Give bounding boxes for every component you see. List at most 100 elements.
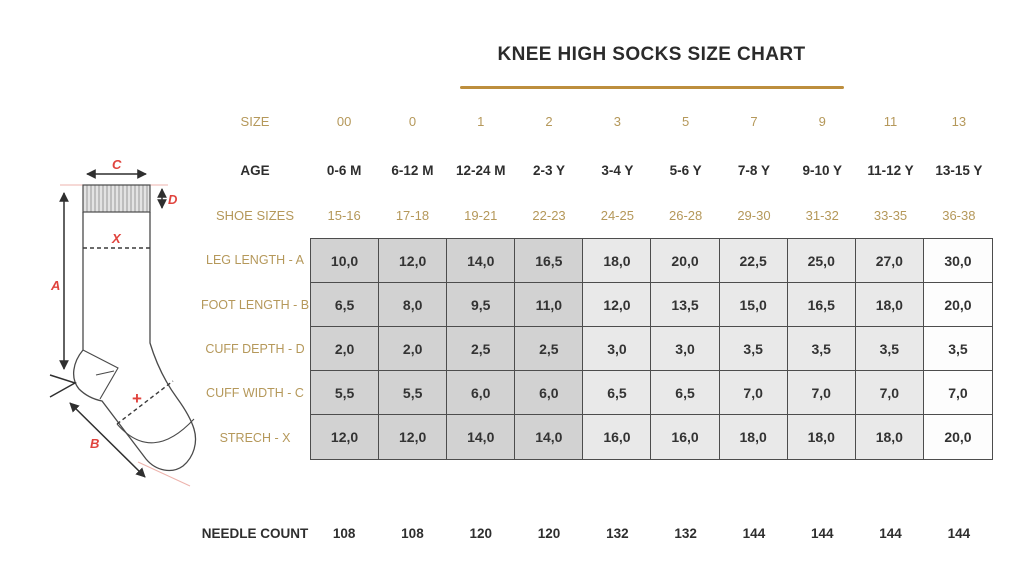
measurement-value-cell: 16,5 — [515, 239, 584, 283]
label-d: D — [168, 192, 178, 207]
measurement-value-cell: 20,0 — [923, 283, 992, 327]
shoe-size-value: 36-38 — [942, 207, 976, 223]
measurement-value-cell: 5,5 — [311, 371, 380, 415]
age-value: 7-8 Y — [737, 162, 770, 178]
toe-guide-line — [137, 461, 191, 487]
measurement-value-cell: 6,5 — [583, 371, 652, 415]
measurement-value-cell: 16,5 — [787, 283, 856, 327]
age-row-label: AGE — [240, 162, 270, 178]
measurement-row-label: CUFF DEPTH - D — [205, 341, 305, 356]
measurement-value-cell: 12,0 — [379, 415, 448, 459]
measurement-value-cell: 7,0 — [855, 371, 924, 415]
size-value: 11 — [883, 113, 898, 129]
measurement-value-cell: 7,0 — [787, 371, 856, 415]
measurement-value-cell: 3,5 — [855, 327, 924, 371]
measurement-value-cell: 11,0 — [515, 283, 584, 327]
shoe-size-value: 15-16 — [327, 207, 361, 223]
measurement-value-cell: 3,5 — [923, 327, 992, 371]
size-value: 5 — [682, 113, 690, 129]
needle-count-value: 132 — [606, 525, 629, 541]
page-title: KNEE HIGH SOCKS SIZE CHART — [497, 44, 806, 65]
shoe-size-value: 19-21 — [464, 207, 498, 223]
measurement-value-cell: 30,0 — [923, 239, 992, 283]
size-table-values: 10,0 12,0 14,0 16,5 18,0 20,0 22,5 25,0 27,0 30,0… — [310, 238, 993, 460]
age-value: 0-6 M — [326, 162, 362, 178]
size-value: 3 — [613, 113, 621, 129]
needle-count-row: NEEDLE COUNT 108 108 120 120 132 132 144 144 144… — [200, 523, 993, 543]
title-underline — [460, 86, 844, 89]
measurement-row-label: LEG LENGTH - A — [206, 253, 304, 268]
heel-seam — [82, 349, 119, 400]
size-value: 0 — [408, 113, 417, 129]
shoe-size-value: 22-23 — [532, 207, 566, 223]
age-value: 6-12 M — [391, 162, 434, 178]
shoe-size-value: 17-18 — [395, 207, 430, 223]
measurement-value-cell: 15,0 — [719, 283, 788, 327]
measurement-value-cell: 18,0 — [855, 415, 924, 459]
stretch-line-foot — [116, 380, 174, 425]
needle-count-value: 108 — [401, 525, 424, 541]
shoe-sizes-row-label: SHOE SIZES — [215, 207, 295, 223]
measurement-value-cell: 3,0 — [583, 327, 652, 371]
measurement-value-cell: 6,0 — [515, 371, 584, 415]
measurement-row-labels: LEG LENGTH - A FOOT LENGTH - B CUFF DEPTH … — [200, 238, 310, 460]
measurement-value-cell: 2,0 — [311, 327, 380, 371]
measurement-value-cell: 3,5 — [787, 327, 856, 371]
age-row: AGE 0-6 M 6-12 M 12-24 M 2-3 Y 3-4 Y 5-6 Y 7-8… — [200, 160, 993, 180]
toe-seam — [116, 418, 195, 444]
heel-tick — [95, 370, 115, 376]
sock-cuff — [82, 184, 151, 213]
measurement-value-cell: 12,0 — [311, 415, 380, 459]
sock-measurement-diagram: C D A B X + — [49, 157, 197, 487]
measurement-value-cell: 14,0 — [447, 415, 516, 459]
sock-outline — [73, 212, 197, 472]
needle-count-row-label: NEEDLE COUNT — [201, 525, 309, 541]
needle-count-value: 144 — [810, 525, 834, 541]
label-x: X — [111, 231, 122, 246]
measurement-value-cell: 6,5 — [651, 371, 720, 415]
measurement-value-cell: 2,5 — [447, 327, 516, 371]
measurement-value-cell: 14,0 — [515, 415, 584, 459]
size-value: 00 — [336, 113, 352, 129]
size-row-label: SIZE — [240, 113, 270, 129]
measurement-value-cell: 5,5 — [379, 371, 448, 415]
measurement-value-cell: 8,0 — [379, 283, 448, 327]
age-value: 12-24 M — [455, 162, 506, 178]
shoe-size-value: 33-35 — [873, 207, 908, 223]
measurement-value-cell: 2,5 — [515, 327, 584, 371]
size-value: 13 — [951, 113, 967, 129]
measurement-value-cell: 6,5 — [311, 283, 380, 327]
measurement-row-label: STRECH - X — [219, 430, 291, 445]
shoe-size-value: 31-32 — [805, 207, 839, 223]
measurement-value-cell: 16,0 — [583, 415, 652, 459]
size-row: SIZE 00 0 1 2 3 5 7 9 11 13 — [200, 111, 993, 131]
age-value: 9-10 Y — [802, 162, 842, 178]
needle-count-value: 120 — [469, 525, 492, 541]
measurement-value-cell: 18,0 — [583, 239, 652, 283]
size-value: 2 — [545, 113, 553, 129]
measurement-value-cell: 18,0 — [787, 415, 856, 459]
measurement-value-cell: 18,0 — [855, 283, 924, 327]
size-value: 7 — [750, 113, 758, 129]
label-a: A — [50, 278, 60, 293]
measurement-value-cell: 12,0 — [583, 283, 652, 327]
label-plus: + — [132, 389, 142, 408]
measurement-value-cell: 16,0 — [651, 415, 720, 459]
measurement-value-cell: 20,0 — [923, 415, 992, 459]
measurement-value-cell: 18,0 — [719, 415, 788, 459]
measurement-value-cell: 22,5 — [719, 239, 788, 283]
measurement-value-cell: 7,0 — [719, 371, 788, 415]
age-value: 11-12 Y — [867, 162, 914, 178]
measurement-value-cell: 13,5 — [651, 283, 720, 327]
measurement-value-cell: 14,0 — [447, 239, 516, 283]
age-value: 3-4 Y — [601, 162, 634, 178]
age-value: 2-3 Y — [533, 162, 566, 178]
measurement-value-cell: 7,0 — [923, 371, 992, 415]
measurement-value-cell: 20,0 — [651, 239, 720, 283]
heel-pointer — [49, 374, 77, 398]
needle-count-value: 144 — [742, 525, 766, 541]
size-value: 9 — [818, 113, 826, 129]
measurement-row-label: CUFF WIDTH - C — [206, 386, 304, 401]
measurement-value-cell: 2,0 — [379, 327, 448, 371]
